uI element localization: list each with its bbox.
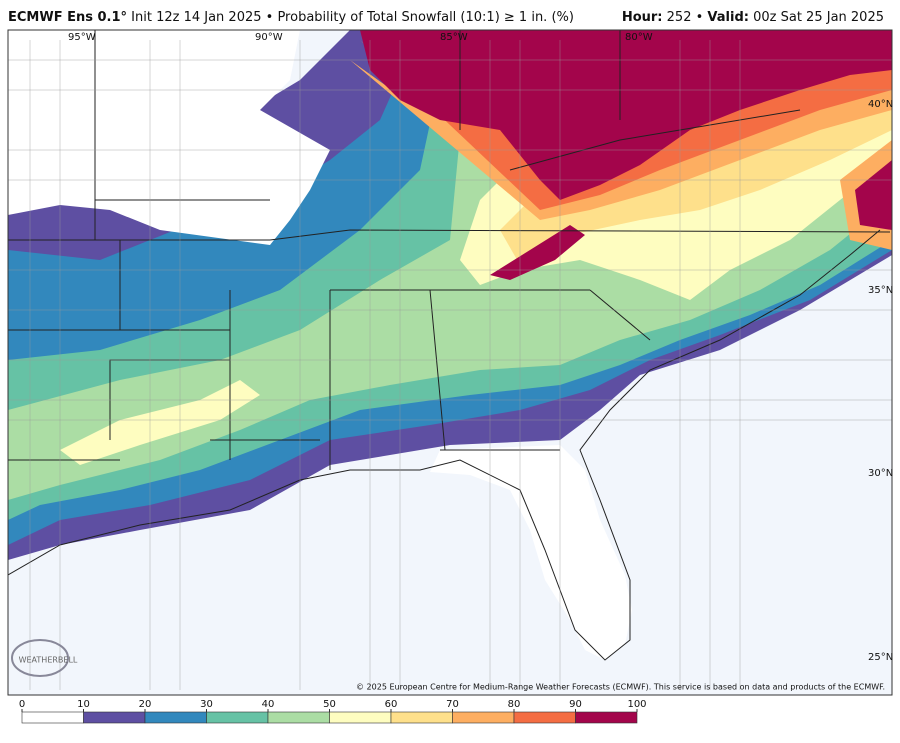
colorbar-tick-label: 90 (569, 699, 582, 710)
lon-label: 90°W (255, 32, 283, 43)
colorbar-tick-label: 30 (200, 699, 213, 710)
colorbar-tick-label: 70 (446, 699, 459, 710)
colorbar-tick-label: 80 (508, 699, 521, 710)
band-yellow-west (60, 380, 260, 465)
logo: WEATHERBELL (19, 656, 78, 665)
header-right: Hour: 252 • Valid: 00z Sat 25 Jan 2025 (622, 10, 884, 25)
hour-value: 252 • (667, 10, 704, 25)
colorbar-segment (575, 711, 638, 724)
lon-label: 80°W (625, 32, 653, 43)
lat-label: 40°N (868, 99, 893, 110)
colorbar-segment (144, 711, 207, 724)
header-subtitle: Init 12z 14 Jan 2025 • Probability of To… (131, 10, 574, 25)
lat-label: 30°N (868, 468, 893, 479)
colorbar-tick-label: 40 (262, 699, 275, 710)
colorbar-tick-label: 10 (77, 699, 90, 710)
colorbar-segment (513, 711, 576, 724)
lat-label: 25°N (868, 652, 893, 663)
colorbar-segment (206, 711, 269, 724)
map: 40°N 35°N 30°N 25°N 95°W 90°W 85°W 80°W … (7, 29, 893, 696)
valid-label: Valid: (707, 10, 749, 25)
lon-label: 85°W (440, 32, 468, 43)
credit: © 2025 European Centre for Medium-Range … (356, 683, 885, 692)
colorbar-tick-label: 20 (139, 699, 152, 710)
model-name: ECMWF Ens 0.1° (8, 10, 127, 25)
colorbar-tick-label: 50 (323, 699, 336, 710)
band-crimson-south (490, 225, 585, 280)
logo-mark (11, 639, 69, 677)
colorbar-segment (267, 711, 330, 724)
header-left: ECMWF Ens 0.1° Init 12z 14 Jan 2025 • Pr… (8, 10, 574, 25)
map-frame (7, 29, 893, 696)
colorbar-tick-label: 100 (627, 699, 646, 710)
colorbar-tick-label: 0 (19, 699, 25, 710)
band-crimson (360, 30, 892, 200)
colorbar-segment (83, 711, 146, 724)
colorbar-segment (452, 711, 515, 724)
zero-florida (430, 445, 632, 660)
valid-value: 00z Sat 25 Jan 2025 (753, 10, 884, 25)
county-grid (8, 40, 892, 690)
zero-northwest (8, 30, 330, 245)
colorbar-segment (390, 711, 453, 724)
colorbar-segment (21, 711, 84, 724)
hour-label: Hour: (622, 10, 663, 25)
colorbar-segment (329, 711, 392, 724)
colorbar: 0 10 20 30 40 50 60 70 80 90 100 (19, 699, 647, 724)
lon-label: 95°W (68, 32, 96, 43)
colorbar-tick-label: 60 (385, 699, 398, 710)
lat-label: 35°N (868, 285, 893, 296)
band-offshore-crimson (855, 160, 892, 230)
